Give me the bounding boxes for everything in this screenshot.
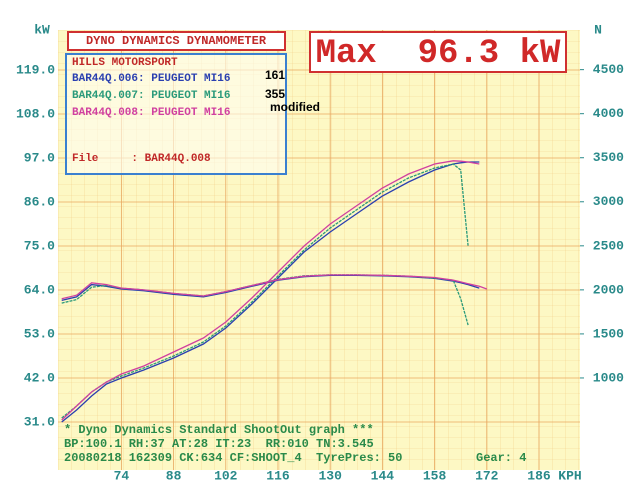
company: HILLS MOTORSPORT [72, 57, 178, 69]
y2-tick-label: 3000 [593, 194, 624, 209]
y2-tick-label: 4500 [593, 62, 624, 77]
x-tick-label: 172 [475, 468, 499, 483]
title-box [67, 31, 286, 51]
x-tick-label: 144 [371, 468, 395, 483]
power-line [61, 160, 480, 421]
legend-entry: BAR44Q.007: PEUGEOT MI16 [72, 90, 230, 102]
footer-line: * Dyno Dynamics Standard ShootOut graph … [64, 423, 374, 437]
y2-tick-label: 3500 [593, 150, 624, 165]
y-tick-label: 31.0 [24, 414, 55, 429]
x-tick-label: 102 [214, 468, 238, 483]
legend-entry: BAR44Q.008: PEUGEOT MI16 [72, 107, 230, 119]
y-tick-label: 42.0 [24, 370, 55, 385]
y2-axis-label: N [594, 22, 602, 37]
chart-title: DYNO DYNAMICS DYNAMOMETER [86, 34, 267, 48]
max-box [309, 31, 567, 73]
y-tick-label: 97.0 [24, 150, 55, 165]
y-tick-label: 64.0 [24, 282, 55, 297]
labels: 31.0 42.0 53.0 64.0 75.0 86.0 97.0 108.0 119.0 10… [16, 62, 624, 483]
x-tick-label: 74 [114, 468, 130, 483]
legend: BAR44Q.006: PEUGEOT MI16 BAR44Q.007: PEUG… [72, 73, 230, 119]
x-tick-label: 116 [266, 468, 290, 483]
y-tick-label: 119.0 [16, 62, 55, 77]
grid [58, 30, 584, 470]
footer-line: 20080218 162309 CK:634 CF:SHOOT_4 TyrePr… [64, 451, 402, 465]
y-tick-label: 108.0 [16, 106, 55, 121]
x-tick-label: 158 [423, 468, 447, 483]
y-tick-label: 75.0 [24, 238, 55, 253]
y2-tick-label: 2000 [593, 282, 624, 297]
y-axis-label: kW [34, 22, 50, 37]
max-label: Max 96.3 kW [316, 35, 561, 73]
x-tick-label: 186 [527, 468, 551, 483]
y2-tick-label: 1500 [593, 326, 624, 341]
x-axis-label: KPH [558, 468, 581, 483]
power-line [61, 161, 480, 423]
y2-tick-label: 4000 [593, 106, 624, 121]
annotation: modified [270, 100, 320, 114]
legend-entry: BAR44Q.006: PEUGEOT MI16 [72, 73, 230, 85]
y2-tick-label: 1000 [593, 370, 624, 385]
force-line [61, 274, 488, 300]
y2-tick-label: 2500 [593, 238, 624, 253]
y-tick-label: 53.0 [24, 326, 55, 341]
x-tick-label: 88 [166, 468, 182, 483]
lines [61, 160, 488, 423]
footer-line: BP:100.1 RH:37 AT:28 IT:23 RR:010 TN:3.5… [64, 437, 374, 451]
legend-box [65, 53, 287, 175]
file-label: File : BAR44Q.008 [72, 153, 211, 165]
annotation: 161 [265, 68, 285, 82]
x-tick-label: 130 [318, 468, 342, 483]
annotation: 355 [265, 87, 285, 101]
gear-label: Gear: 4 [476, 451, 526, 465]
y-tick-label: 86.0 [24, 194, 55, 209]
